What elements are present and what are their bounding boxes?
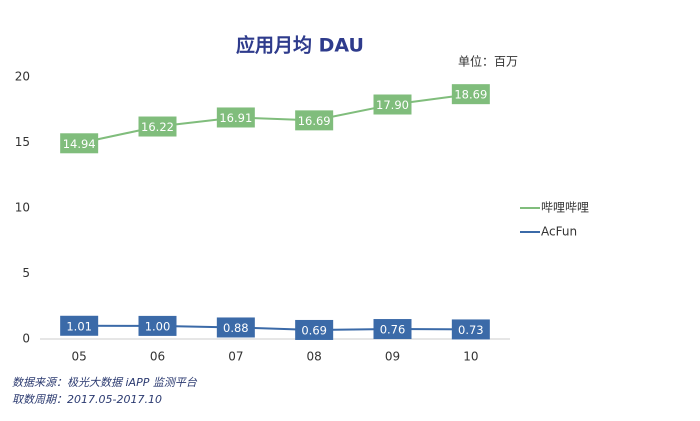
period-note: 取数周期：2017.05-2017.10 — [12, 393, 162, 406]
unit-note: 单位：百万 — [458, 54, 518, 69]
legend-label: AcFun — [541, 225, 577, 239]
data-label-box — [60, 315, 99, 336]
data-label: 18.69 — [454, 88, 487, 102]
data-label-box — [138, 315, 177, 336]
data-label-box — [451, 319, 490, 340]
series-line — [78, 93, 471, 145]
x-tick-label: 10 — [463, 350, 478, 364]
y-tick-label: 15 — [15, 135, 30, 149]
y-tick-label: 5 — [22, 266, 30, 280]
data-label-box — [216, 317, 255, 338]
x-tick-label: 08 — [307, 350, 322, 364]
y-tick-label: 10 — [15, 201, 30, 215]
series-line — [79, 324, 471, 331]
data-label-box — [216, 107, 255, 128]
x-tick-label: 09 — [385, 350, 400, 364]
y-tick-label: 0 — [22, 332, 30, 346]
x-tick-label: 07 — [228, 350, 243, 364]
data-label: 16.91 — [219, 111, 252, 125]
data-label: 1.00 — [145, 319, 171, 333]
data-label-box — [295, 319, 334, 340]
x-tick-label: 05 — [72, 350, 87, 364]
data-label-box — [451, 84, 490, 105]
y-tick-label: 20 — [15, 70, 30, 84]
data-label: 1.01 — [66, 319, 92, 333]
data-label-box — [295, 110, 334, 131]
data-label-box — [138, 116, 177, 137]
x-tick-label: 06 — [150, 350, 165, 364]
data-label: 0.76 — [380, 323, 406, 337]
data-label: 14.94 — [63, 137, 96, 151]
source-note: 数据来源：极光大数据 iAPP 监测平台 — [12, 376, 198, 389]
legend-label: 哔哩哔哩 — [541, 201, 589, 215]
data-label: 0.69 — [301, 323, 327, 337]
chart-title: 应用月均 DAU — [236, 34, 364, 57]
data-label-box — [373, 94, 412, 115]
data-label-box — [373, 319, 412, 340]
data-label: 0.88 — [223, 321, 249, 335]
data-label: 16.69 — [298, 114, 331, 128]
data-label-box — [60, 133, 99, 154]
data-label: 16.22 — [141, 120, 174, 134]
data-label: 17.90 — [376, 98, 409, 112]
data-label: 0.73 — [458, 323, 484, 337]
